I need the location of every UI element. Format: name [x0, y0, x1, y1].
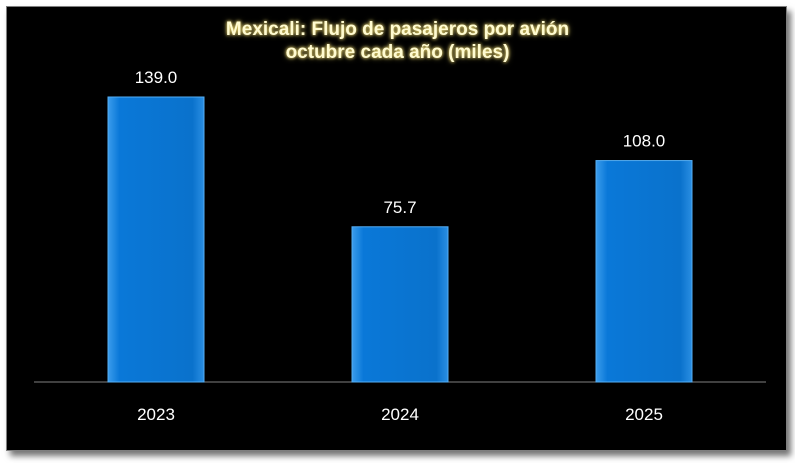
chart-title-line-1: Mexicali: Flujo de pasajeros por avión: [225, 19, 570, 40]
x-tick-label-2023: 2023: [137, 405, 175, 424]
bar-2025: [595, 160, 693, 383]
x-tick-label-2025: 2025: [625, 405, 663, 424]
x-tick-label-2024: 2024: [381, 405, 419, 424]
data-label-2024: 75.7: [383, 198, 416, 217]
chart-title-line-2: octubre cada año (miles): [285, 42, 510, 63]
chart-title: Mexicali: Flujo de pasajeros por avión o…: [0, 18, 795, 64]
data-label-2025: 108.0: [623, 132, 666, 151]
bar-2023: [107, 96, 205, 383]
bar-2024: [351, 226, 449, 383]
data-label-2023: 139.0: [135, 68, 178, 87]
